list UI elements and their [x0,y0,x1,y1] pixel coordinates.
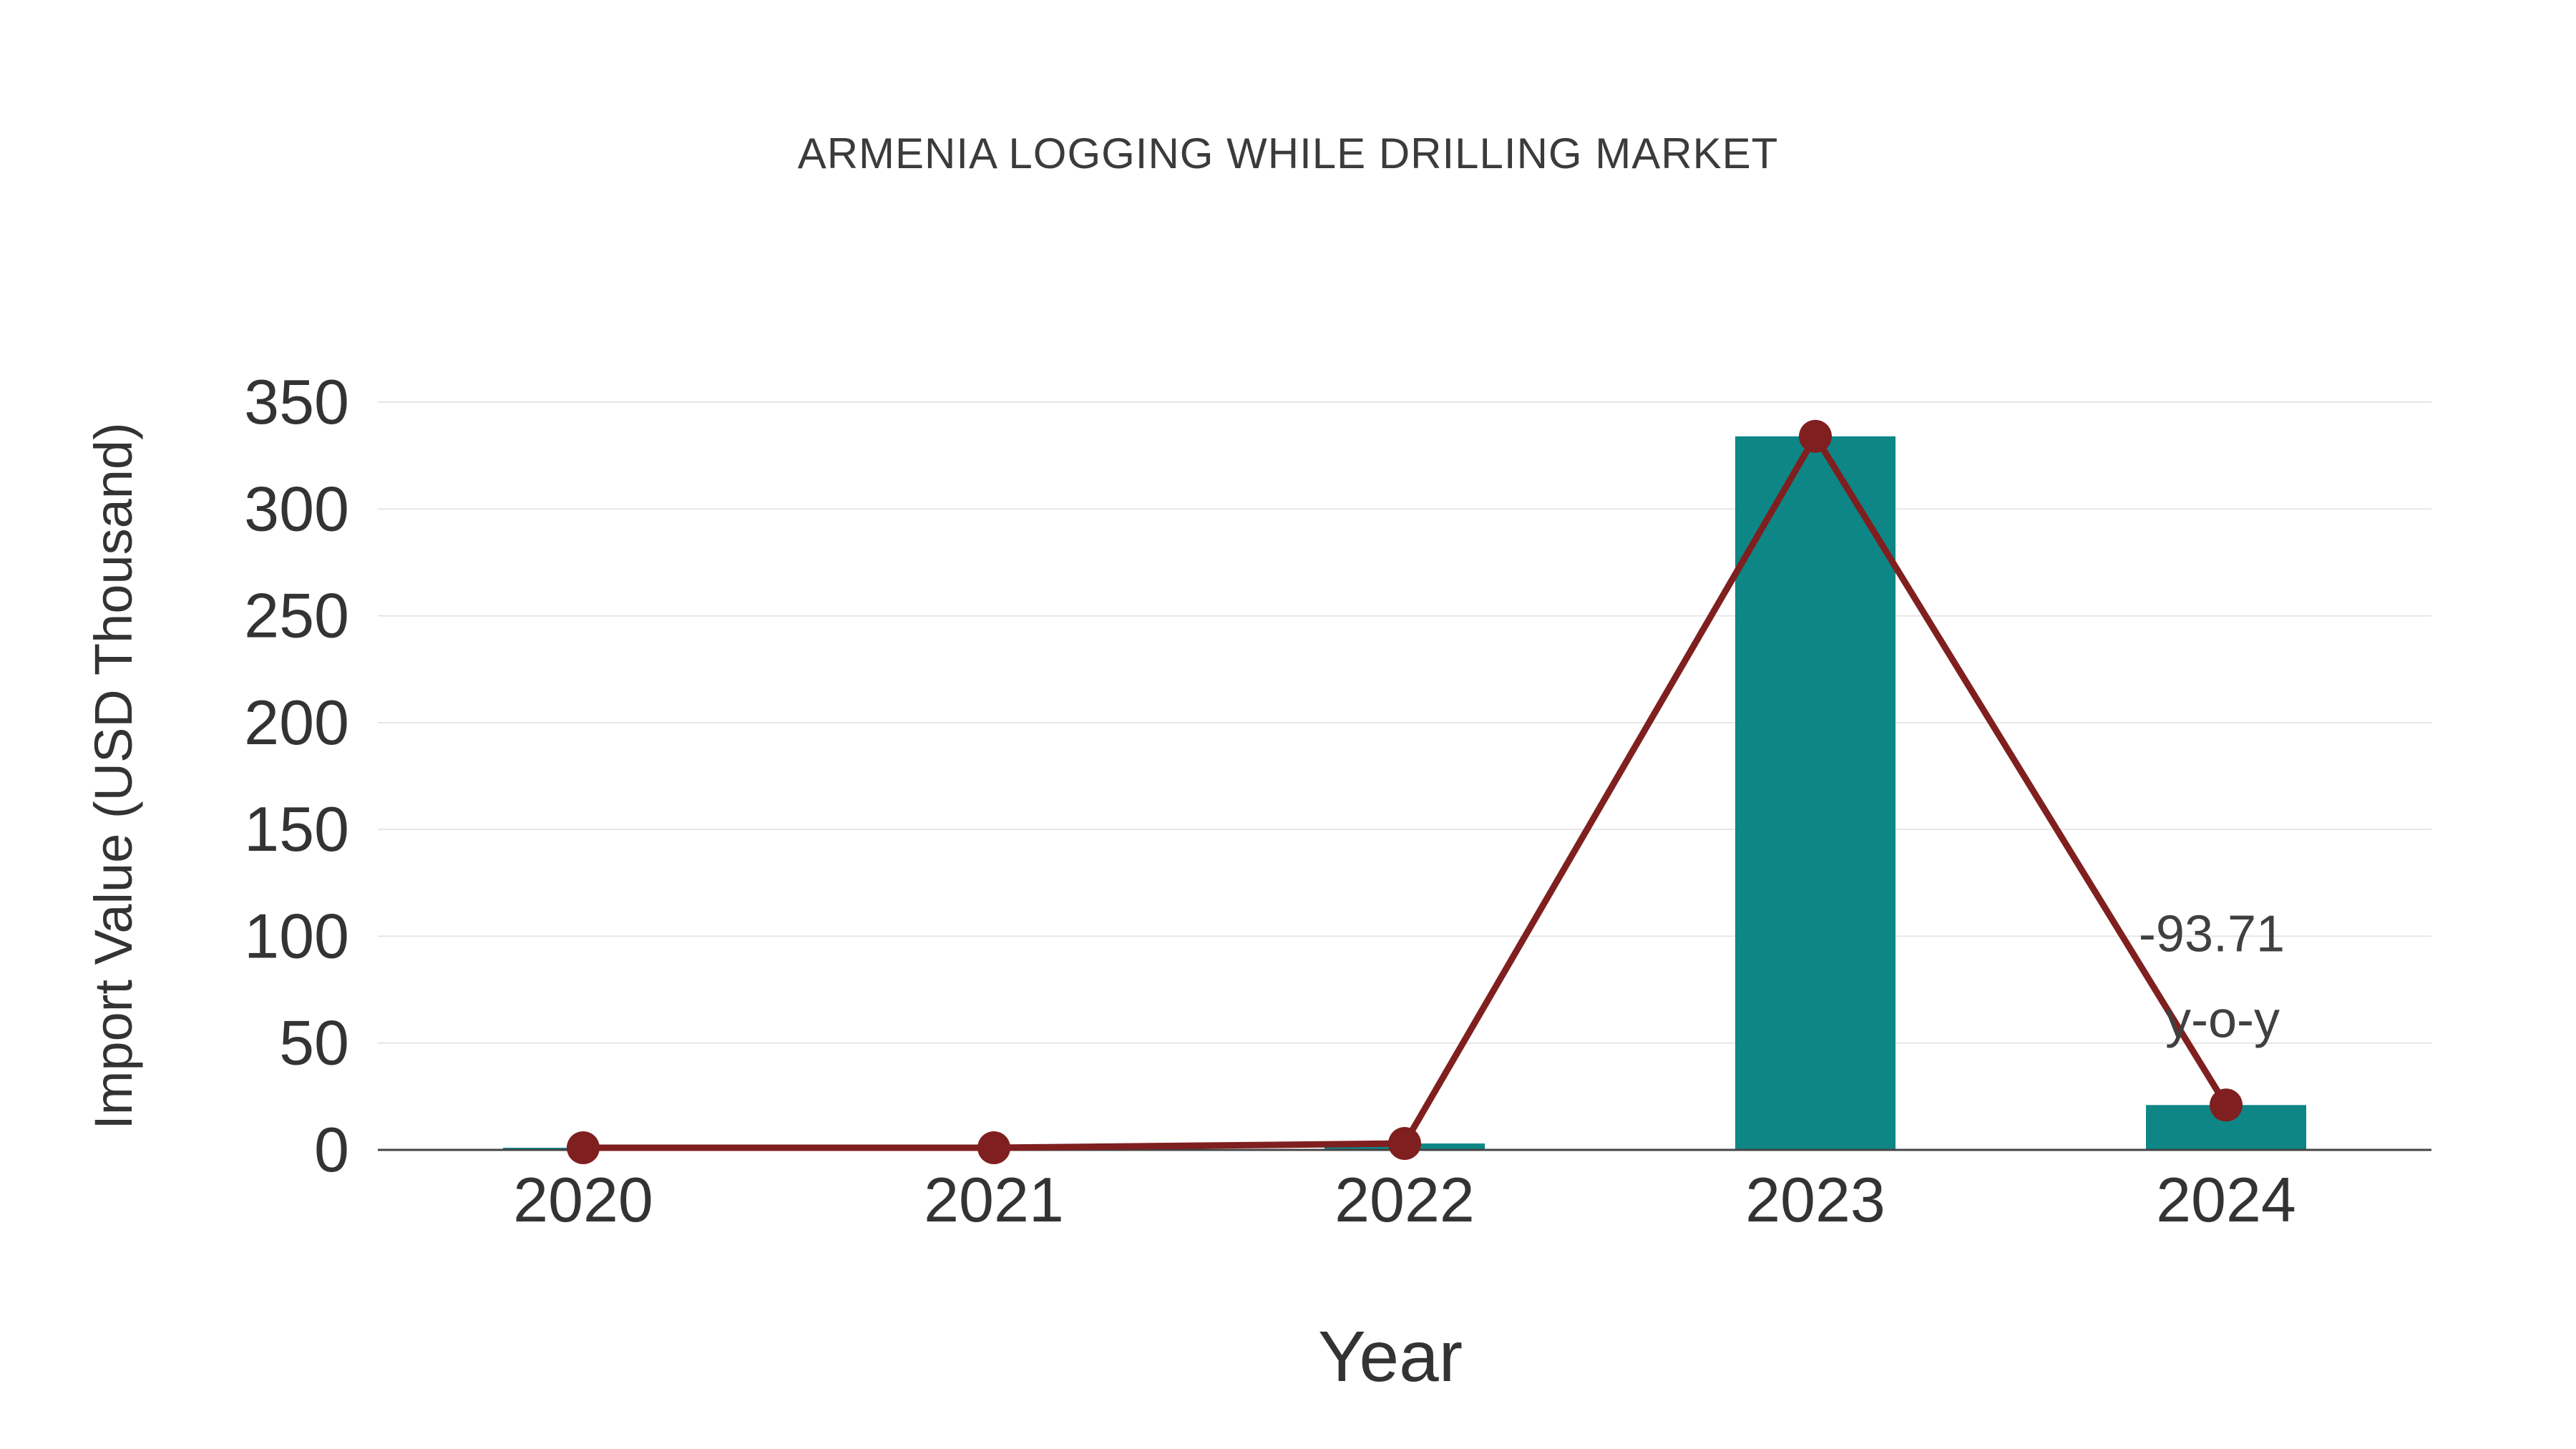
marker-2021 [977,1131,1010,1165]
y-tick-label: 150 [244,794,349,864]
y-tick-label: 0 [314,1114,349,1185]
marker-2022 [1388,1127,1421,1161]
bar-2023 [1735,436,1896,1150]
y-tick-label: 350 [244,366,349,437]
x-axis-label: Year [1318,1317,1463,1397]
marker-2023 [1799,419,1832,453]
x-tick-label: 2024 [2156,1164,2296,1235]
x-tick-label: 2021 [924,1164,1064,1235]
y-tick-label: 50 [279,1008,349,1078]
line-series [580,433,2230,1151]
y-tick-label: 200 [244,687,349,758]
y-tick-label: 250 [244,580,349,651]
x-tick-label: 2022 [1335,1164,1475,1235]
y-tick-label: 300 [244,473,349,544]
y-tick-label: 100 [244,900,349,971]
x-tick-label: 2023 [1745,1164,1885,1235]
marker-2024 [2210,1088,2243,1122]
y-axis-label: Import Value (USD Thousand) [84,422,143,1130]
annotation-value: -93.71 [2139,905,2285,962]
annotation-label: y-o-y [2165,991,2280,1048]
chart-title: ARMENIA LOGGING WHILE DRILLING MARKET [798,130,1779,177]
marker-2020 [567,1131,600,1165]
x-tick-label: 2020 [513,1164,653,1235]
